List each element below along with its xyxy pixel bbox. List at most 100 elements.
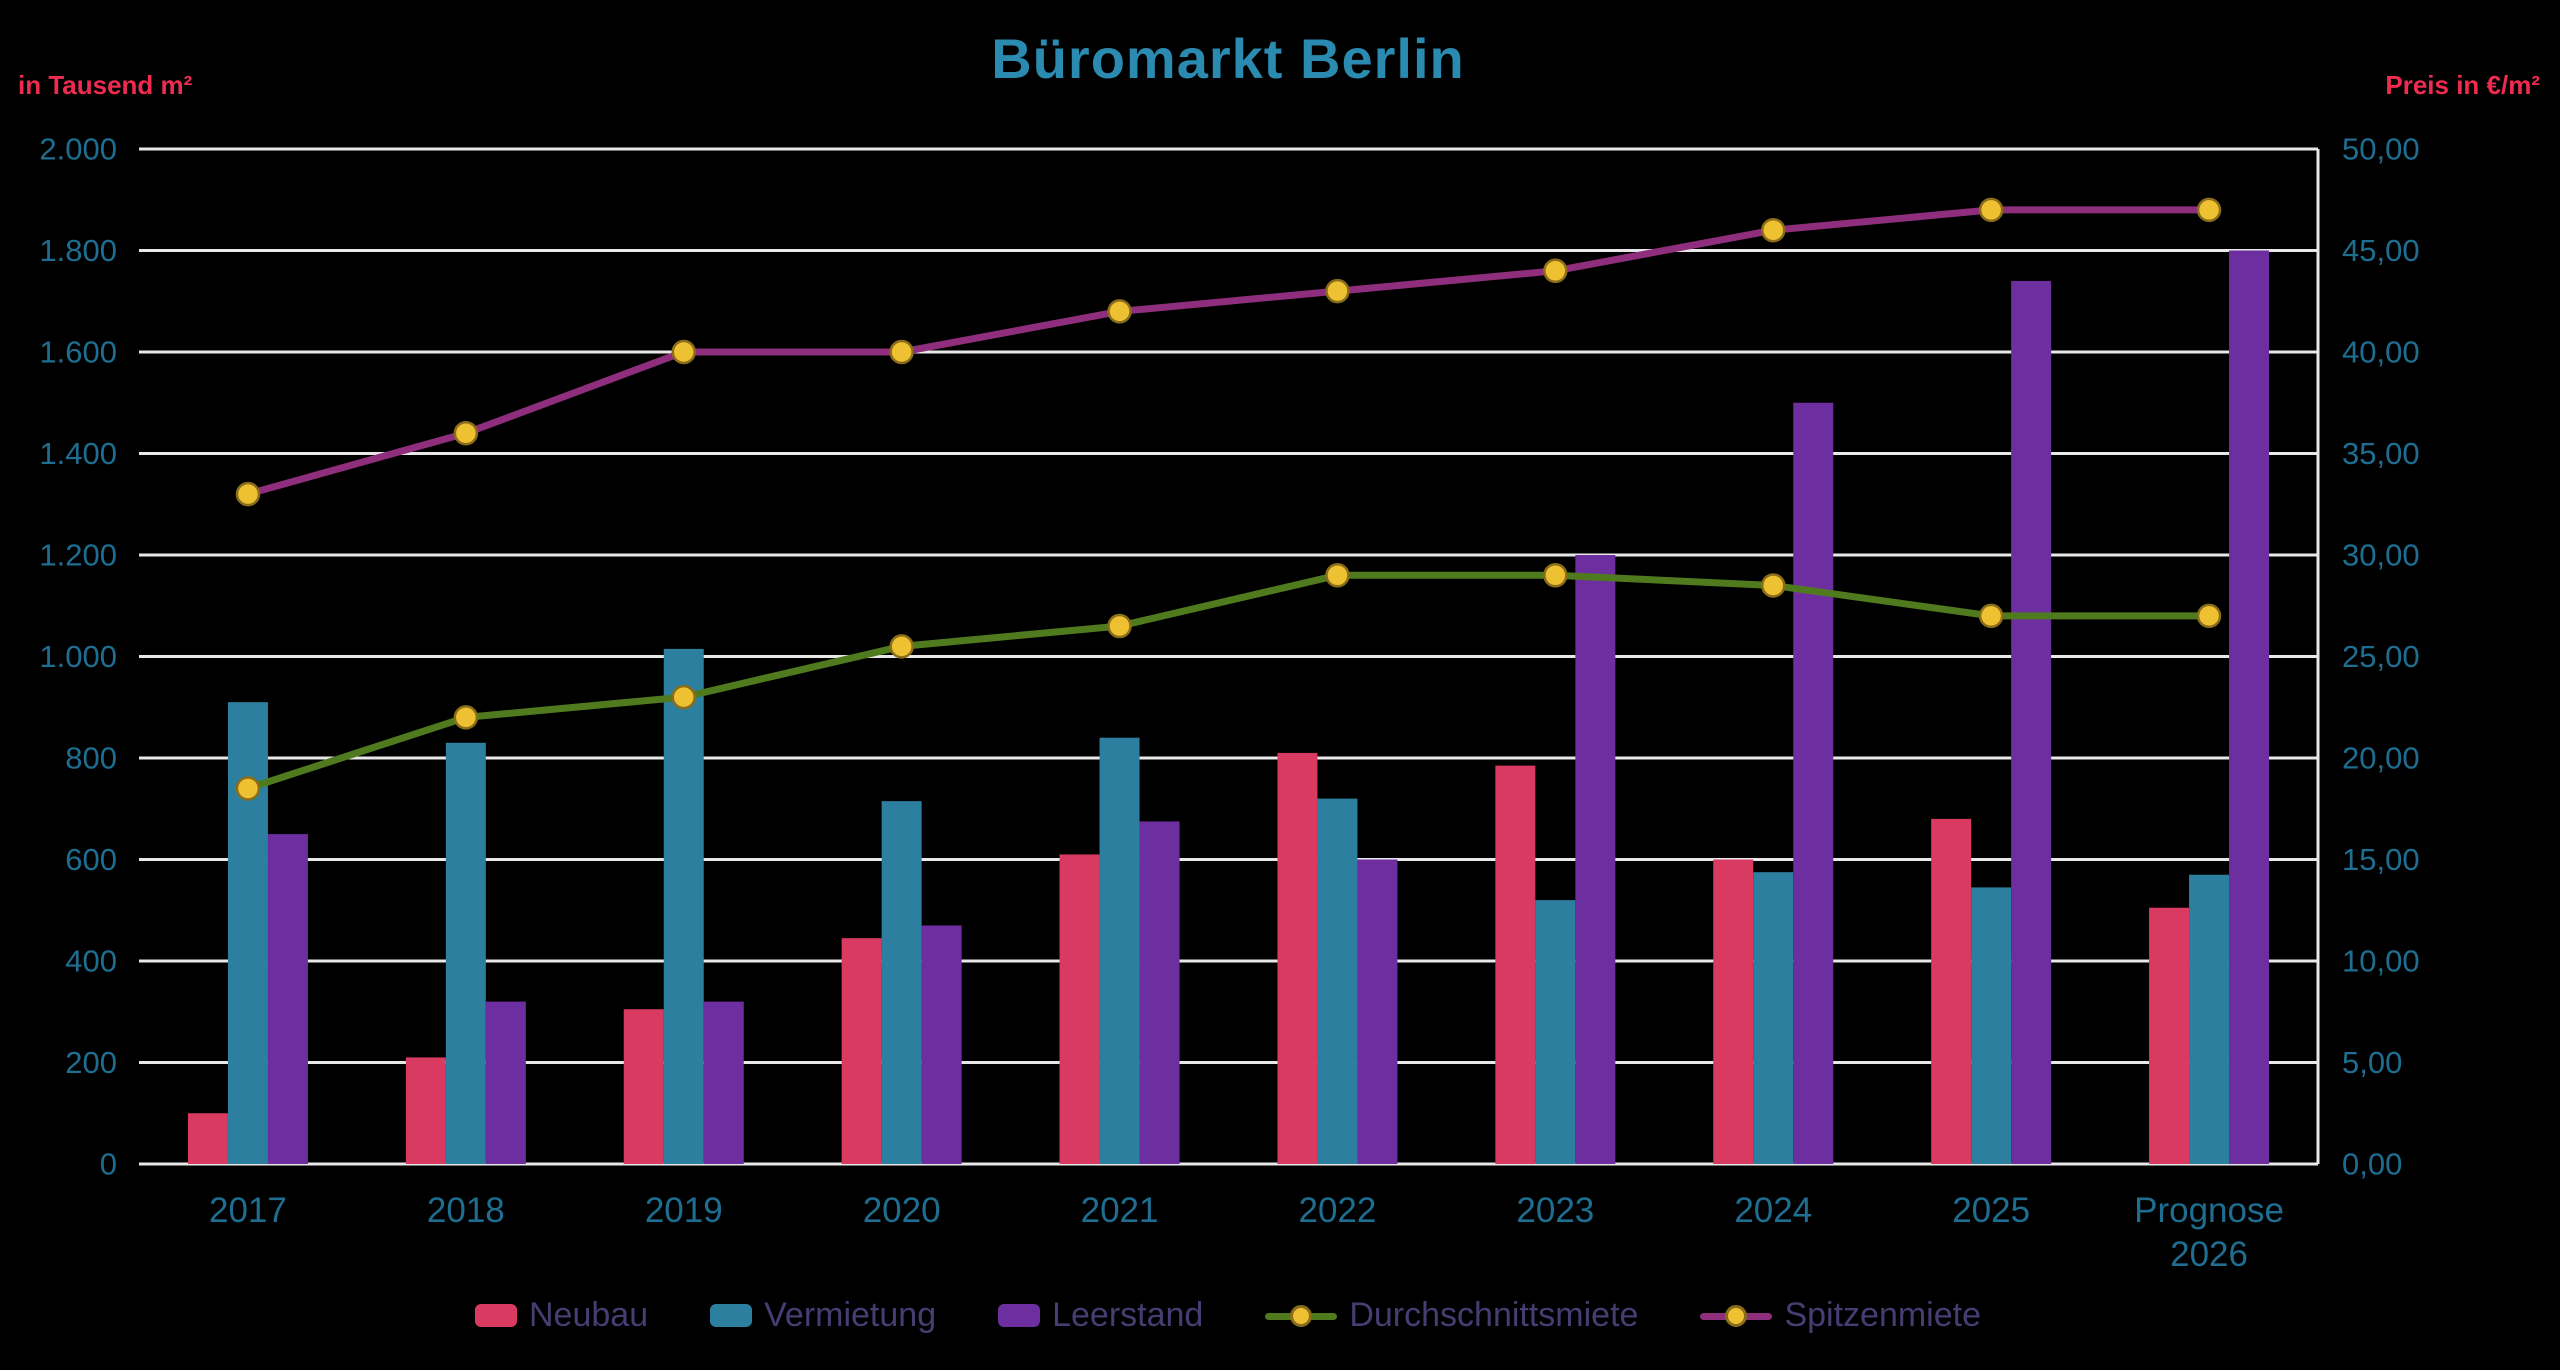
bar-leerstand xyxy=(267,834,308,1164)
chart-title: Büromarkt Berlin xyxy=(991,27,1465,90)
line-durchschnittsmiete xyxy=(244,571,2213,792)
marker-spitzenmiete xyxy=(1978,197,2004,223)
right-axis-tick-label: 25,00 xyxy=(2342,639,2420,674)
marker-durchschnittsmiete xyxy=(1543,563,1568,588)
legend-label: Durchschnittsmiete xyxy=(1349,1296,1639,1334)
right-axis-tick-label: 20,00 xyxy=(2342,741,2420,776)
left-axis-tick-label: 600 xyxy=(65,842,117,877)
bar-neubau xyxy=(2149,907,2190,1164)
legend-label: Spitzenmiete xyxy=(1784,1296,1981,1334)
bar-vermietung xyxy=(663,648,704,1164)
x-axis-label: Prognose 2026 xyxy=(2134,1191,2284,1274)
right-axis-tick-label: 15,00 xyxy=(2342,842,2420,877)
bar-neubau xyxy=(623,1009,664,1164)
x-axis-label: 2024 xyxy=(1734,1191,1812,1230)
bar-leerstand xyxy=(485,1001,526,1164)
marker-spitzenmiete xyxy=(1543,258,1568,284)
marker-spitzenmiete xyxy=(453,420,479,446)
left-axis-unit-label: in Tausend m² xyxy=(18,70,193,100)
bar-vermietung xyxy=(1753,872,1794,1164)
right-axis-tick-label: 5,00 xyxy=(2342,1045,2402,1080)
legend-line-dot-icon xyxy=(1265,1304,1338,1328)
marker-durchschnittsmiete xyxy=(235,776,261,801)
bar-vermietung xyxy=(1099,737,1140,1164)
bar-leerstand xyxy=(2011,280,2052,1164)
legend-item-neubau: Neubau xyxy=(475,1296,648,1335)
legend-bar-swatch-icon xyxy=(475,1304,517,1327)
legend-label: Vermietung xyxy=(764,1296,937,1334)
marker-durchschnittsmiete xyxy=(1978,603,2004,629)
right-axis-tick-label: 0,00 xyxy=(2342,1147,2402,1182)
legend-item-vermietung: Vermietung xyxy=(710,1296,936,1335)
bar-neubau xyxy=(1059,854,1100,1164)
marker-durchschnittsmiete xyxy=(889,634,914,659)
marker-spitzenmiete xyxy=(1107,299,1132,324)
right-axis-tick-label: 30,00 xyxy=(2342,538,2420,573)
left-axis-tick-label: 400 xyxy=(65,944,117,979)
bar-vermietung xyxy=(881,801,922,1164)
bar-leerstand xyxy=(1139,821,1180,1164)
marker-durchschnittsmiete xyxy=(453,705,479,730)
left-axis-tick-label: 200 xyxy=(65,1045,117,1080)
bar-neubau xyxy=(1495,765,1536,1164)
marker-durchschnittsmiete xyxy=(2196,603,2222,629)
left-axis-tick-label: 1.400 xyxy=(39,436,117,471)
x-axis-label: 2018 xyxy=(427,1191,505,1230)
bar-neubau xyxy=(841,938,882,1164)
bar-vermietung xyxy=(227,702,268,1164)
x-axis-label: 2019 xyxy=(645,1191,723,1230)
bar-leerstand xyxy=(1357,859,1398,1164)
line-spitzenmiete xyxy=(244,206,2213,498)
bar-leerstand xyxy=(1793,402,1834,1164)
left-axis-tick-label: 1.000 xyxy=(39,639,117,674)
left-axis-tick-label: 800 xyxy=(65,741,117,776)
left-axis-tick-label: 0 xyxy=(100,1147,117,1182)
legend-item-durchschnittsmiete: Durchschnittsmiete xyxy=(1265,1296,1638,1335)
right-axis-tick-label: 45,00 xyxy=(2342,233,2420,268)
x-axis-label: 2017 xyxy=(209,1191,287,1230)
marker-spitzenmiete xyxy=(2196,197,2222,223)
left-axis-tick-label: 2.000 xyxy=(39,132,117,167)
bar-leerstand xyxy=(2229,250,2270,1164)
legend-item-leerstand: Leerstand xyxy=(998,1296,1203,1335)
bar-leerstand xyxy=(703,1001,744,1164)
right-axis-tick-label: 35,00 xyxy=(2342,436,2420,471)
legend-label: Leerstand xyxy=(1052,1296,1204,1334)
x-axis-label: 2020 xyxy=(863,1191,941,1230)
marker-durchschnittsmiete xyxy=(1325,563,1350,588)
left-axis-tick-label: 1.800 xyxy=(39,233,117,268)
x-axis-label: 2023 xyxy=(1516,1191,1594,1230)
bar-neubau xyxy=(405,1057,446,1164)
marker-spitzenmiete xyxy=(235,481,261,507)
left-axis-tick-label: 1.200 xyxy=(39,538,117,573)
marker-durchschnittsmiete xyxy=(1107,613,1132,639)
right-axis-tick-label: 10,00 xyxy=(2342,944,2420,979)
bar-leerstand xyxy=(921,925,962,1164)
bar-vermietung xyxy=(1317,798,1358,1164)
bar-vermietung xyxy=(445,742,486,1164)
bar-neubau xyxy=(1277,752,1318,1164)
marker-spitzenmiete xyxy=(1325,278,1350,304)
right-axis-tick-label: 50,00 xyxy=(2342,132,2420,167)
bar-leerstand xyxy=(1575,555,1616,1164)
bar-vermietung xyxy=(2189,874,2230,1164)
legend-bar-swatch-icon xyxy=(998,1304,1041,1327)
legend-item-spitzenmiete: Spitzenmiete xyxy=(1700,1296,1981,1335)
legend: Neubau Vermietung Leerstand Durchschnittsmi… xyxy=(0,1296,2456,1335)
marker-durchschnittsmiete xyxy=(671,684,696,710)
marker-spitzenmiete xyxy=(1761,217,1786,243)
bar-neubau xyxy=(1931,818,1972,1164)
legend-line-dot-icon xyxy=(1700,1304,1773,1328)
left-axis-tick-label: 1.600 xyxy=(39,335,117,370)
x-axis-label: 2021 xyxy=(1081,1191,1159,1230)
legend-bar-swatch-icon xyxy=(710,1304,753,1327)
legend-label: Neubau xyxy=(529,1296,649,1334)
marker-spitzenmiete xyxy=(889,339,914,365)
bar-vermietung xyxy=(1535,900,1576,1164)
right-axis-unit-label: Preis in €/m² xyxy=(2385,70,2540,100)
marker-durchschnittsmiete xyxy=(1761,573,1786,598)
bar-neubau xyxy=(1713,859,1754,1164)
x-axis-label: 2025 xyxy=(1952,1191,2030,1230)
